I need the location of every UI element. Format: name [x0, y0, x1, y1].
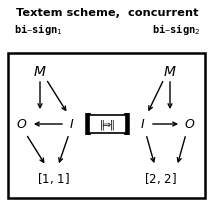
Text: $O$: $O$ — [184, 118, 196, 131]
Bar — [89, 115, 126, 133]
Text: $I$: $I$ — [140, 118, 146, 131]
Text: bi–sign$_1$: bi–sign$_1$ — [14, 22, 63, 37]
Text: Textem scheme,  concurrent: Textem scheme, concurrent — [16, 8, 199, 18]
Bar — [8, 54, 205, 198]
Text: $M$: $M$ — [163, 65, 177, 79]
Text: $I$: $I$ — [69, 118, 75, 131]
Text: $[1,\,1]$: $[1,\,1]$ — [37, 171, 71, 186]
Text: $\|\!\!\Rightarrow\!\!\|$: $\|\!\!\Rightarrow\!\!\|$ — [99, 117, 116, 131]
Text: $O$: $O$ — [16, 118, 28, 131]
Text: bi–sign$_2$: bi–sign$_2$ — [152, 22, 201, 37]
Text: $[2,\,2]$: $[2,\,2]$ — [144, 171, 178, 186]
Text: $M$: $M$ — [33, 65, 47, 79]
